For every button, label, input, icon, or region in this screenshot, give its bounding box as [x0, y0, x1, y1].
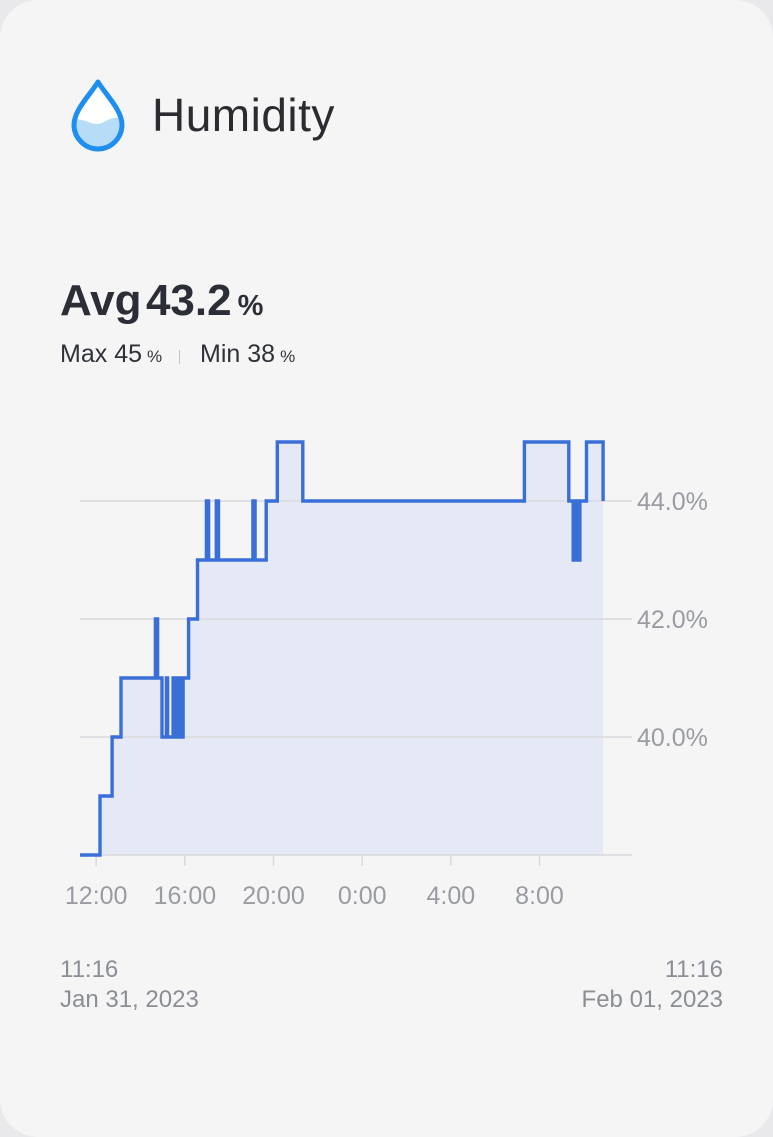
x-tick-label: 16:00: [154, 882, 217, 910]
avg-label: Avg: [60, 276, 142, 325]
x-tick-label: 20:00: [242, 882, 305, 910]
min-label: Min: [200, 340, 241, 368]
water-drop-icon: [71, 79, 125, 152]
area-fill: [80, 442, 604, 855]
start-time: 11:16: [60, 956, 119, 983]
card-header: Humidity: [68, 75, 335, 155]
average-value: Avg 43.2%: [60, 276, 263, 326]
y-tick-label: 44.0%: [637, 488, 708, 516]
range-end: 11:16 Feb 01, 2023: [582, 955, 723, 1015]
y-tick-label: 40.0%: [637, 724, 708, 752]
min-unit: %: [280, 347, 296, 366]
x-tick-label: 0:00: [338, 882, 387, 910]
max-value: 45: [114, 340, 142, 368]
start-date: Jan 31, 2023: [60, 986, 199, 1013]
min-max-row: Max 45% Min 38%: [60, 340, 295, 369]
avg-unit: %: [237, 290, 264, 322]
card-title: Humidity: [152, 89, 335, 141]
x-tick-label: 4:00: [427, 882, 476, 910]
y-tick-label: 42.0%: [637, 606, 708, 634]
x-tick-label: 8:00: [515, 882, 564, 910]
min-max-divider: [179, 350, 181, 364]
humidity-chart: 40.0% 42.0% 44.0% 12:00 16:00 20:00 0:00 4:00 8:…: [65, 440, 708, 910]
range-start: 11:16 Jan 31, 2023: [60, 955, 199, 1015]
x-tick-label: 12:00: [65, 882, 128, 910]
end-time: 11:16: [664, 956, 723, 983]
min-value: 38: [247, 340, 276, 368]
avg-number: 43.2: [145, 276, 232, 325]
max-label: Max: [60, 340, 108, 368]
humidity-line: [80, 440, 605, 857]
end-date: Feb 01, 2023: [581, 986, 723, 1013]
max-unit: %: [147, 347, 163, 366]
